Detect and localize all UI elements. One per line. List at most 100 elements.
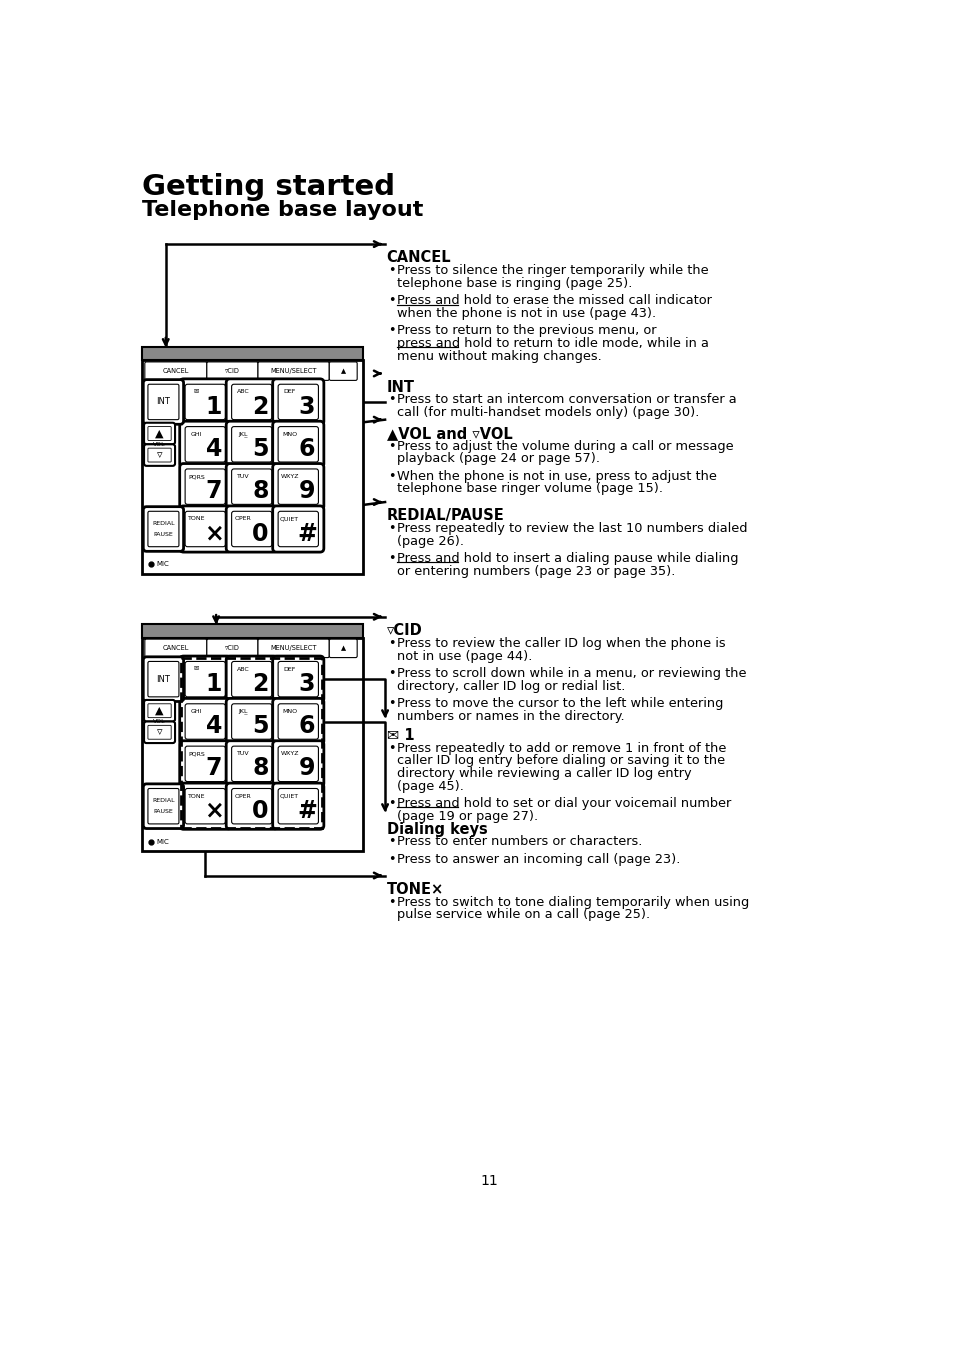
Text: MENU/SELECT: MENU/SELECT xyxy=(270,646,316,651)
Text: •: • xyxy=(388,470,395,483)
Text: 9: 9 xyxy=(298,479,314,504)
Text: 9: 9 xyxy=(298,757,314,780)
FancyBboxPatch shape xyxy=(179,657,231,703)
Text: (page 19 or page 27).: (page 19 or page 27). xyxy=(397,810,538,823)
Text: JKL̲: JKL̲ xyxy=(238,708,248,715)
Text: 0: 0 xyxy=(252,799,269,823)
Text: •: • xyxy=(388,523,395,535)
FancyBboxPatch shape xyxy=(232,512,272,547)
Text: •: • xyxy=(388,636,395,650)
Text: Getting started: Getting started xyxy=(142,173,395,202)
Text: VOL: VOL xyxy=(153,441,166,447)
FancyBboxPatch shape xyxy=(278,385,318,420)
FancyBboxPatch shape xyxy=(257,362,329,380)
FancyBboxPatch shape xyxy=(226,379,277,425)
FancyBboxPatch shape xyxy=(179,783,231,829)
Text: 3: 3 xyxy=(298,394,314,418)
FancyBboxPatch shape xyxy=(329,639,356,658)
FancyBboxPatch shape xyxy=(179,379,231,425)
Text: INT: INT xyxy=(156,674,171,684)
FancyBboxPatch shape xyxy=(232,385,272,420)
Text: playback (page 24 or page 57).: playback (page 24 or page 57). xyxy=(397,452,599,466)
FancyBboxPatch shape xyxy=(273,783,323,829)
Text: •: • xyxy=(388,697,395,709)
FancyBboxPatch shape xyxy=(278,512,318,547)
FancyBboxPatch shape xyxy=(144,444,174,466)
Bar xyxy=(142,360,363,574)
FancyBboxPatch shape xyxy=(179,699,231,745)
Text: 7: 7 xyxy=(206,757,222,780)
FancyBboxPatch shape xyxy=(226,463,277,509)
Text: •: • xyxy=(388,264,395,278)
Text: •: • xyxy=(388,440,395,452)
FancyBboxPatch shape xyxy=(273,657,323,703)
Text: TONE: TONE xyxy=(188,516,205,521)
FancyBboxPatch shape xyxy=(185,662,225,697)
Text: (page 26).: (page 26). xyxy=(397,535,464,548)
FancyBboxPatch shape xyxy=(226,741,277,787)
FancyBboxPatch shape xyxy=(145,362,207,380)
Text: not in use (page 44).: not in use (page 44). xyxy=(397,650,533,662)
Text: pulse service while on a call (page 25).: pulse service while on a call (page 25). xyxy=(397,909,650,921)
Text: REDIAL: REDIAL xyxy=(152,521,174,527)
Text: 8: 8 xyxy=(252,757,269,780)
Text: 11: 11 xyxy=(479,1174,497,1187)
Text: ✉: ✉ xyxy=(193,390,199,394)
Text: MENU/SELECT: MENU/SELECT xyxy=(270,368,316,374)
FancyBboxPatch shape xyxy=(226,657,277,703)
Text: 5: 5 xyxy=(252,714,269,738)
Text: Press and hold to insert a dialing pause while dialing: Press and hold to insert a dialing pause… xyxy=(397,552,739,565)
Text: •: • xyxy=(388,294,395,307)
Text: OPER: OPER xyxy=(234,516,252,521)
Text: Press to switch to tone dialing temporarily when using: Press to switch to tone dialing temporar… xyxy=(397,895,749,909)
FancyBboxPatch shape xyxy=(148,726,171,739)
Text: JKL̲: JKL̲ xyxy=(238,432,248,437)
Text: ▲: ▲ xyxy=(155,705,164,716)
Text: QUIET: QUIET xyxy=(280,516,299,521)
FancyBboxPatch shape xyxy=(226,783,277,829)
Text: TUV: TUV xyxy=(236,751,249,757)
Text: Press to move the cursor to the left while entering: Press to move the cursor to the left whi… xyxy=(397,697,723,709)
FancyBboxPatch shape xyxy=(278,746,318,781)
FancyBboxPatch shape xyxy=(273,506,323,552)
Text: ▿: ▿ xyxy=(156,727,162,738)
Text: •: • xyxy=(388,742,395,754)
FancyBboxPatch shape xyxy=(148,512,179,547)
Text: ▲: ▲ xyxy=(155,428,164,439)
Text: Press to answer an incoming call (page 23).: Press to answer an incoming call (page 2… xyxy=(397,853,680,865)
Text: ABC: ABC xyxy=(236,666,249,672)
Text: ▿: ▿ xyxy=(156,450,162,460)
FancyBboxPatch shape xyxy=(179,741,231,787)
Text: ABC: ABC xyxy=(236,390,249,394)
FancyBboxPatch shape xyxy=(273,699,323,745)
Text: •: • xyxy=(388,666,395,680)
Bar xyxy=(181,658,322,827)
FancyBboxPatch shape xyxy=(226,699,277,745)
FancyBboxPatch shape xyxy=(185,512,225,547)
Text: WXYZ: WXYZ xyxy=(280,751,298,757)
Text: 1: 1 xyxy=(206,394,222,418)
Text: REDIAL: REDIAL xyxy=(152,799,174,803)
Text: #: # xyxy=(296,799,316,823)
Text: ▲: ▲ xyxy=(340,646,345,651)
FancyBboxPatch shape xyxy=(273,421,323,467)
Text: •: • xyxy=(388,798,395,810)
Text: Press to return to the previous menu, or: Press to return to the previous menu, or xyxy=(397,324,657,337)
Text: Telephone base layout: Telephone base layout xyxy=(142,200,423,221)
FancyBboxPatch shape xyxy=(257,639,329,658)
FancyBboxPatch shape xyxy=(232,468,272,504)
Text: ×: × xyxy=(204,521,224,546)
FancyBboxPatch shape xyxy=(226,506,277,552)
FancyBboxPatch shape xyxy=(179,506,231,552)
FancyBboxPatch shape xyxy=(185,427,225,462)
FancyBboxPatch shape xyxy=(143,784,183,829)
FancyBboxPatch shape xyxy=(144,700,174,722)
Text: ▿CID: ▿CID xyxy=(386,623,422,638)
Text: OPER: OPER xyxy=(234,793,252,799)
FancyBboxPatch shape xyxy=(232,704,272,739)
Text: #: # xyxy=(296,521,316,546)
Bar xyxy=(142,624,363,638)
Text: DEF: DEF xyxy=(283,390,295,394)
FancyBboxPatch shape xyxy=(185,704,225,739)
Text: Press repeatedly to review the last 10 numbers dialed: Press repeatedly to review the last 10 n… xyxy=(397,523,747,535)
